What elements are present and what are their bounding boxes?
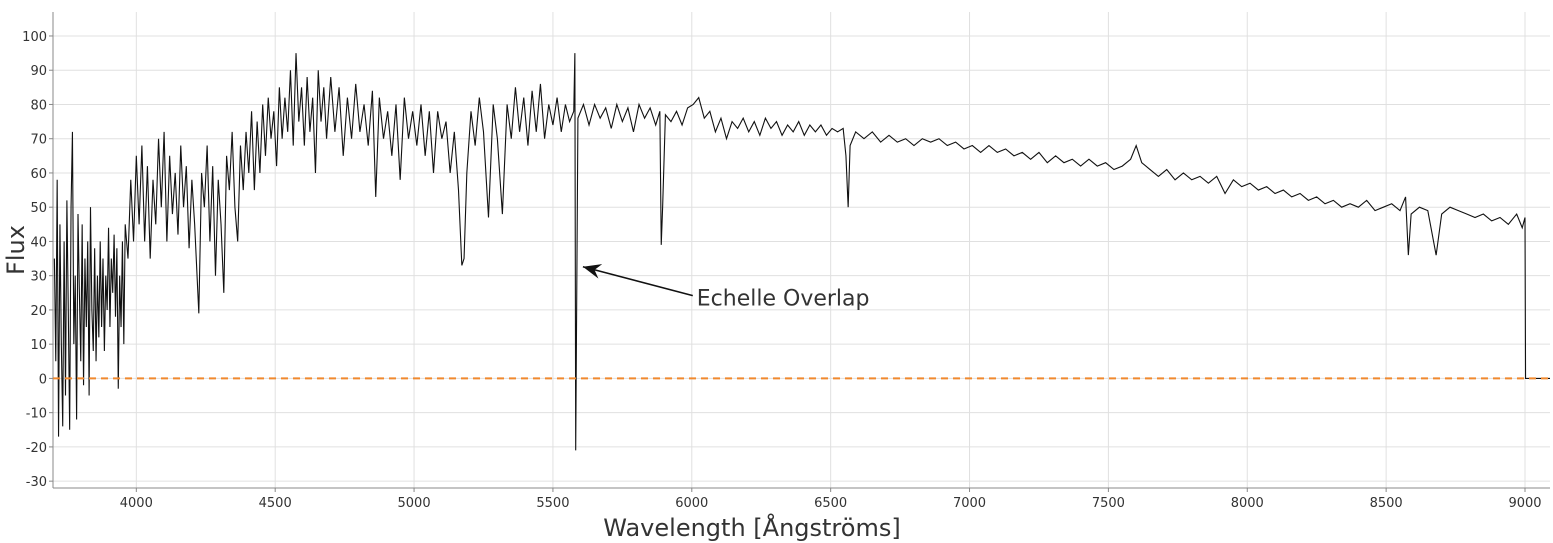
annotation-arrow — [582, 264, 693, 297]
y-tick-label: 50 — [30, 201, 47, 216]
x-tick-label: 8500 — [1370, 496, 1403, 511]
y-tick-label: -30 — [26, 475, 47, 490]
y-tick-label: 90 — [30, 64, 47, 79]
x-tick-label: 8000 — [1231, 496, 1264, 511]
x-tick-label: 4000 — [120, 496, 153, 511]
x-tick-label: 5000 — [398, 496, 431, 511]
annotation: Echelle Overlap — [697, 287, 870, 312]
y-axis-label: Flux — [2, 225, 30, 275]
y-tick-label: 80 — [30, 98, 47, 113]
y-tick-label: 0 — [39, 372, 47, 387]
x-tick-label: 6000 — [675, 496, 708, 511]
spectrum-line — [53, 53, 1550, 451]
y-tick-label: -20 — [26, 441, 47, 456]
x-tick-label: 7500 — [1092, 496, 1125, 511]
y-tick-label: 40 — [30, 235, 47, 250]
y-tick-label: 30 — [30, 270, 47, 285]
y-tick-label: 10 — [30, 338, 47, 353]
x-axis-label: Wavelength [Ångströms] — [603, 513, 900, 542]
x-tick-label: 4500 — [259, 496, 292, 511]
y-tick-label: 60 — [30, 167, 47, 182]
y-tick-label: 70 — [30, 133, 47, 148]
x-tick-label: 6500 — [814, 496, 847, 511]
x-tick-label: 5500 — [536, 496, 569, 511]
y-tick-label: 20 — [30, 304, 47, 319]
y-tick-label: -10 — [26, 407, 47, 422]
y-tick-label: 100 — [22, 30, 47, 45]
x-tick-label: 9000 — [1508, 496, 1541, 511]
x-tick-label: 7000 — [953, 496, 986, 511]
